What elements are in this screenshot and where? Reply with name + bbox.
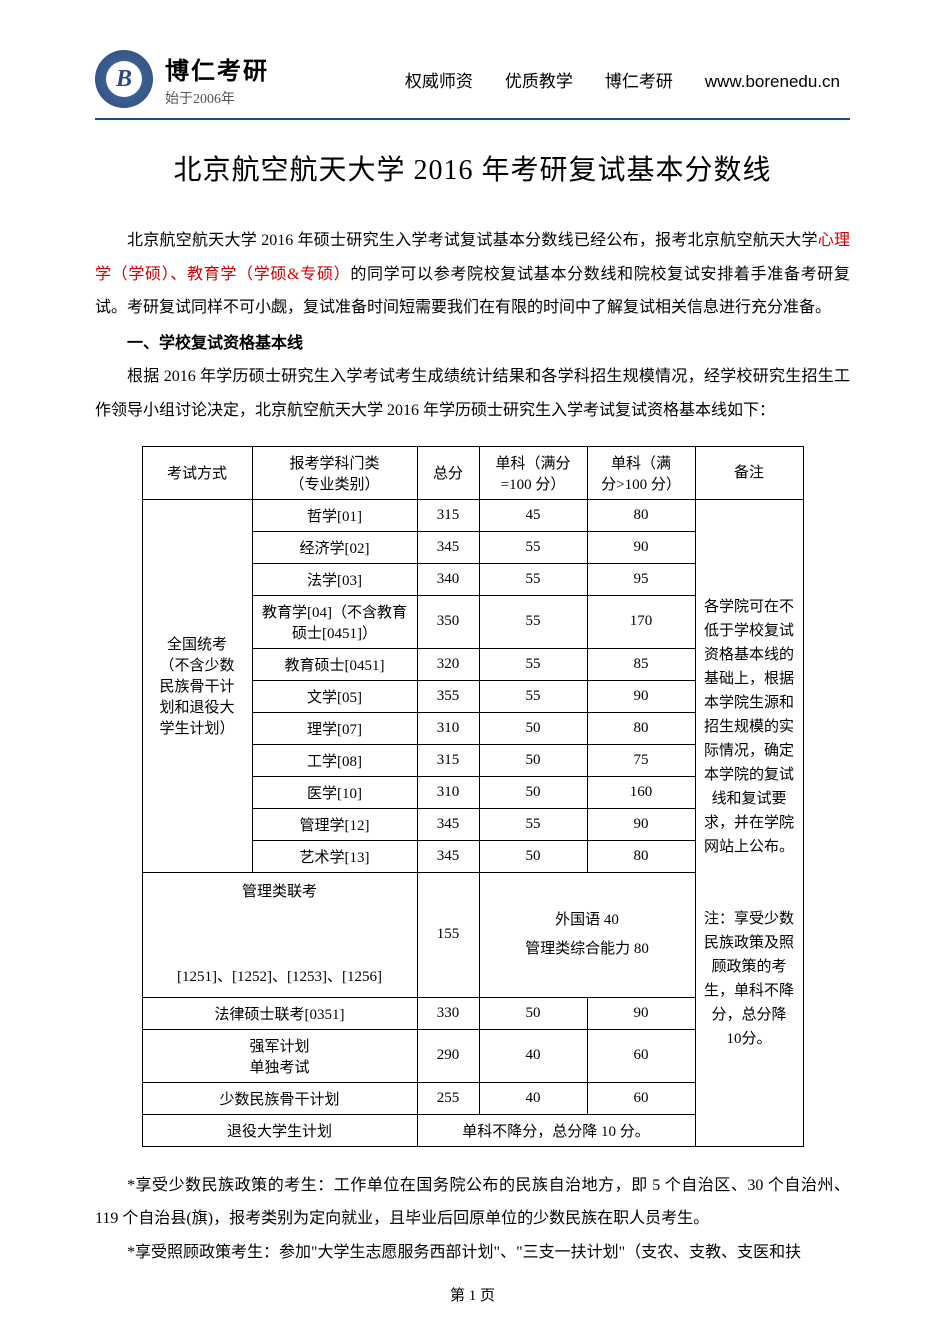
intro-paragraph: 北京航空航天大学 2016 年硕士研究生入学考试复试基本分数线已经公布，报考北京… xyxy=(95,224,850,325)
cell-s100: 50 xyxy=(479,840,587,872)
brand-name: 博仁考研 xyxy=(165,51,269,86)
th-s100p: 单科（满分>100 分） xyxy=(587,446,695,499)
cell-total: 320 xyxy=(417,648,479,680)
cell-category: 医学[10] xyxy=(252,776,417,808)
cell-retired-merged: 单科不降分，总分降 10 分。 xyxy=(417,1114,695,1146)
cell-category: 哲学[01] xyxy=(252,499,417,531)
cell-s100: 45 xyxy=(479,499,587,531)
page-title: 北京航空航天大学 2016 年考研复试基本分数线 xyxy=(95,148,850,188)
th-method: 考试方式 xyxy=(142,446,252,499)
cell-s100p: 75 xyxy=(587,744,695,776)
cell-s100: 50 xyxy=(479,997,587,1029)
cell-total: 345 xyxy=(417,531,479,563)
nav-item: 权威师资 xyxy=(405,67,473,92)
cell-category: 经济学[02] xyxy=(252,531,417,563)
footnote-2: *享受照顾政策考生：参加"大学生志愿服务西部计划"、"三支一扶计划"（支农、支教… xyxy=(95,1236,850,1270)
cell-s100p: 90 xyxy=(587,680,695,712)
cell-category: 管理学[12] xyxy=(252,808,417,840)
page-number: 第 1 页 xyxy=(0,1284,945,1305)
cell-total: 315 xyxy=(417,744,479,776)
cell-army-label: 强军计划单独考试 xyxy=(142,1029,417,1082)
cell-s100: 55 xyxy=(479,680,587,712)
cell-total: 315 xyxy=(417,499,479,531)
header-nav: 权威师资 优质教学 博仁考研 www.borenedu.cn xyxy=(405,67,850,92)
intro-text-a: 北京航空航天大学 2016 年硕士研究生入学考试复试基本分数线已经公布，报考北京… xyxy=(127,232,818,249)
cell-retired-label: 退役大学生计划 xyxy=(142,1114,417,1146)
cell-category: 教育学[04]（不含教育硕士[0451]） xyxy=(252,595,417,648)
cell-s100p: 60 xyxy=(587,1029,695,1082)
cell-total: 155 xyxy=(417,872,479,997)
cell-s100: 50 xyxy=(479,744,587,776)
cell-s100: 55 xyxy=(479,648,587,680)
header-url: www.borenedu.cn xyxy=(705,72,840,92)
th-category: 报考学科门类（专业类别） xyxy=(252,446,417,499)
cell-s100: 40 xyxy=(479,1082,587,1114)
cell-s100p: 170 xyxy=(587,595,695,648)
cell-s100: 40 xyxy=(479,1029,587,1082)
th-note: 备注 xyxy=(695,446,803,499)
section-1-para: 根据 2016 年学历硕士研究生入学考试考生成绩统计结果和各学科招生规模情况，经… xyxy=(95,360,850,427)
cell-s100: 55 xyxy=(479,531,587,563)
cell-law-label: 法律硕士联考[0351] xyxy=(142,997,417,1029)
cell-s100p: 80 xyxy=(587,712,695,744)
cell-total: 340 xyxy=(417,563,479,595)
cell-s100p: 90 xyxy=(587,531,695,563)
cell-total: 310 xyxy=(417,712,479,744)
cell-total: 330 xyxy=(417,997,479,1029)
cell-s100: 55 xyxy=(479,595,587,648)
cell-category: 艺术学[13] xyxy=(252,840,417,872)
score-table: 考试方式 报考学科门类（专业类别） 总分 单科（满分=100 分） 单科（满分>… xyxy=(142,446,804,1147)
cell-s100p: 90 xyxy=(587,997,695,1029)
table-row: 全国统考（不含少数民族骨干计划和退役大学生计划） 哲学[01] 315 45 8… xyxy=(142,499,803,531)
section-1-heading: 一、学校复试资格基本线 xyxy=(95,327,850,361)
page-header: B 博仁考研 始于2006年 权威师资 优质教学 博仁考研 www.borene… xyxy=(95,50,850,108)
cell-mgmt-label: 管理类联考[1251]、[1252]、[1253]、[1256] xyxy=(142,872,417,997)
logo-badge: B xyxy=(95,50,153,108)
footnote-1: *享受少数民族政策的考生：工作单位在国务院公布的民族自治地方，即 5 个自治区、… xyxy=(95,1169,850,1236)
cell-total: 350 xyxy=(417,595,479,648)
cell-category: 工学[08] xyxy=(252,744,417,776)
cell-s100: 55 xyxy=(479,808,587,840)
th-s100: 单科（满分=100 分） xyxy=(479,446,587,499)
cell-total: 355 xyxy=(417,680,479,712)
cell-total: 310 xyxy=(417,776,479,808)
cell-category: 文学[05] xyxy=(252,680,417,712)
cell-s100p: 80 xyxy=(587,499,695,531)
nav-item: 优质教学 xyxy=(505,67,573,92)
table-header-row: 考试方式 报考学科门类（专业类别） 总分 单科（满分=100 分） 单科（满分>… xyxy=(142,446,803,499)
cell-category: 教育硕士[0451] xyxy=(252,648,417,680)
cell-total: 255 xyxy=(417,1082,479,1114)
nav-item: 博仁考研 xyxy=(605,67,673,92)
cell-total: 290 xyxy=(417,1029,479,1082)
footnotes: *享受少数民族政策的考生：工作单位在国务院公布的民族自治地方，即 5 个自治区、… xyxy=(95,1169,850,1270)
cell-s100p: 90 xyxy=(587,808,695,840)
logo-letter: B xyxy=(106,61,142,97)
cell-s100: 55 xyxy=(479,563,587,595)
cell-s100p: 85 xyxy=(587,648,695,680)
cell-s100p: 160 xyxy=(587,776,695,808)
header-divider xyxy=(95,118,850,120)
cell-s100p: 95 xyxy=(587,563,695,595)
cell-s100: 50 xyxy=(479,776,587,808)
cell-minority-label: 少数民族骨干计划 xyxy=(142,1082,417,1114)
cell-s100p: 60 xyxy=(587,1082,695,1114)
cell-s100p: 80 xyxy=(587,840,695,872)
cell-category: 理学[07] xyxy=(252,712,417,744)
th-total: 总分 xyxy=(417,446,479,499)
brand-since: 始于2006年 xyxy=(165,88,269,108)
cell-total: 345 xyxy=(417,808,479,840)
cell-s100: 50 xyxy=(479,712,587,744)
logo-text-block: 博仁考研 始于2006年 xyxy=(165,51,269,108)
cell-mgmt-merged: 外国语 40管理类综合能力 80 xyxy=(479,872,695,997)
cell-total: 345 xyxy=(417,840,479,872)
cell-category: 法学[03] xyxy=(252,563,417,595)
cell-note: 各学院可在不低于学校复试资格基本线的基础上，根据本学院生源和招生规模的实际情况，… xyxy=(695,499,803,1146)
cell-method: 全国统考（不含少数民族骨干计划和退役大学生计划） xyxy=(142,499,252,872)
